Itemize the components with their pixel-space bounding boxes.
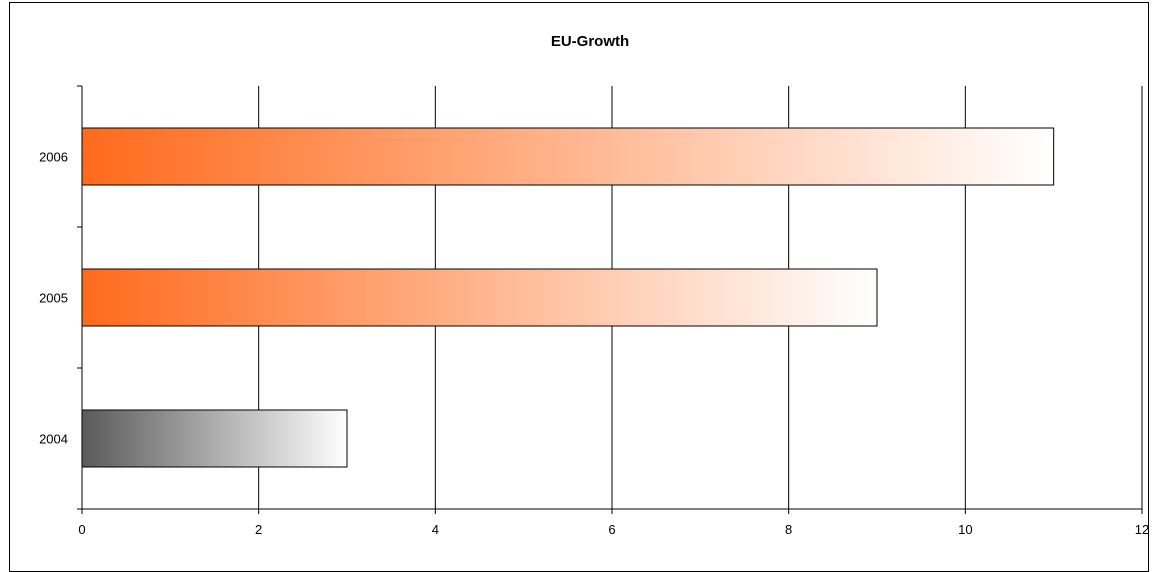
bar-2005 <box>81 268 878 327</box>
x-tick-label: 10 <box>958 522 972 537</box>
x-tick-label: 2 <box>255 522 262 537</box>
y-tick-label-2006: 2006 <box>39 150 68 165</box>
x-tick-label: 12 <box>1135 522 1149 537</box>
tick-labels: 0 2 4 6 8 10 12 2004 2005 2006 <box>39 150 1149 538</box>
y-tick-label-2004: 2004 <box>39 432 68 447</box>
bars <box>81 127 1055 468</box>
y-tick-label-2005: 2005 <box>39 291 68 306</box>
x-tick-label: 0 <box>78 522 85 537</box>
x-tick-label: 4 <box>432 522 439 537</box>
chart-title: EU-Growth <box>551 33 629 50</box>
bar-2006 <box>81 127 1055 186</box>
x-tick-label: 6 <box>608 522 615 537</box>
bar-2004 <box>81 409 348 468</box>
x-tick-label: 8 <box>785 522 792 537</box>
